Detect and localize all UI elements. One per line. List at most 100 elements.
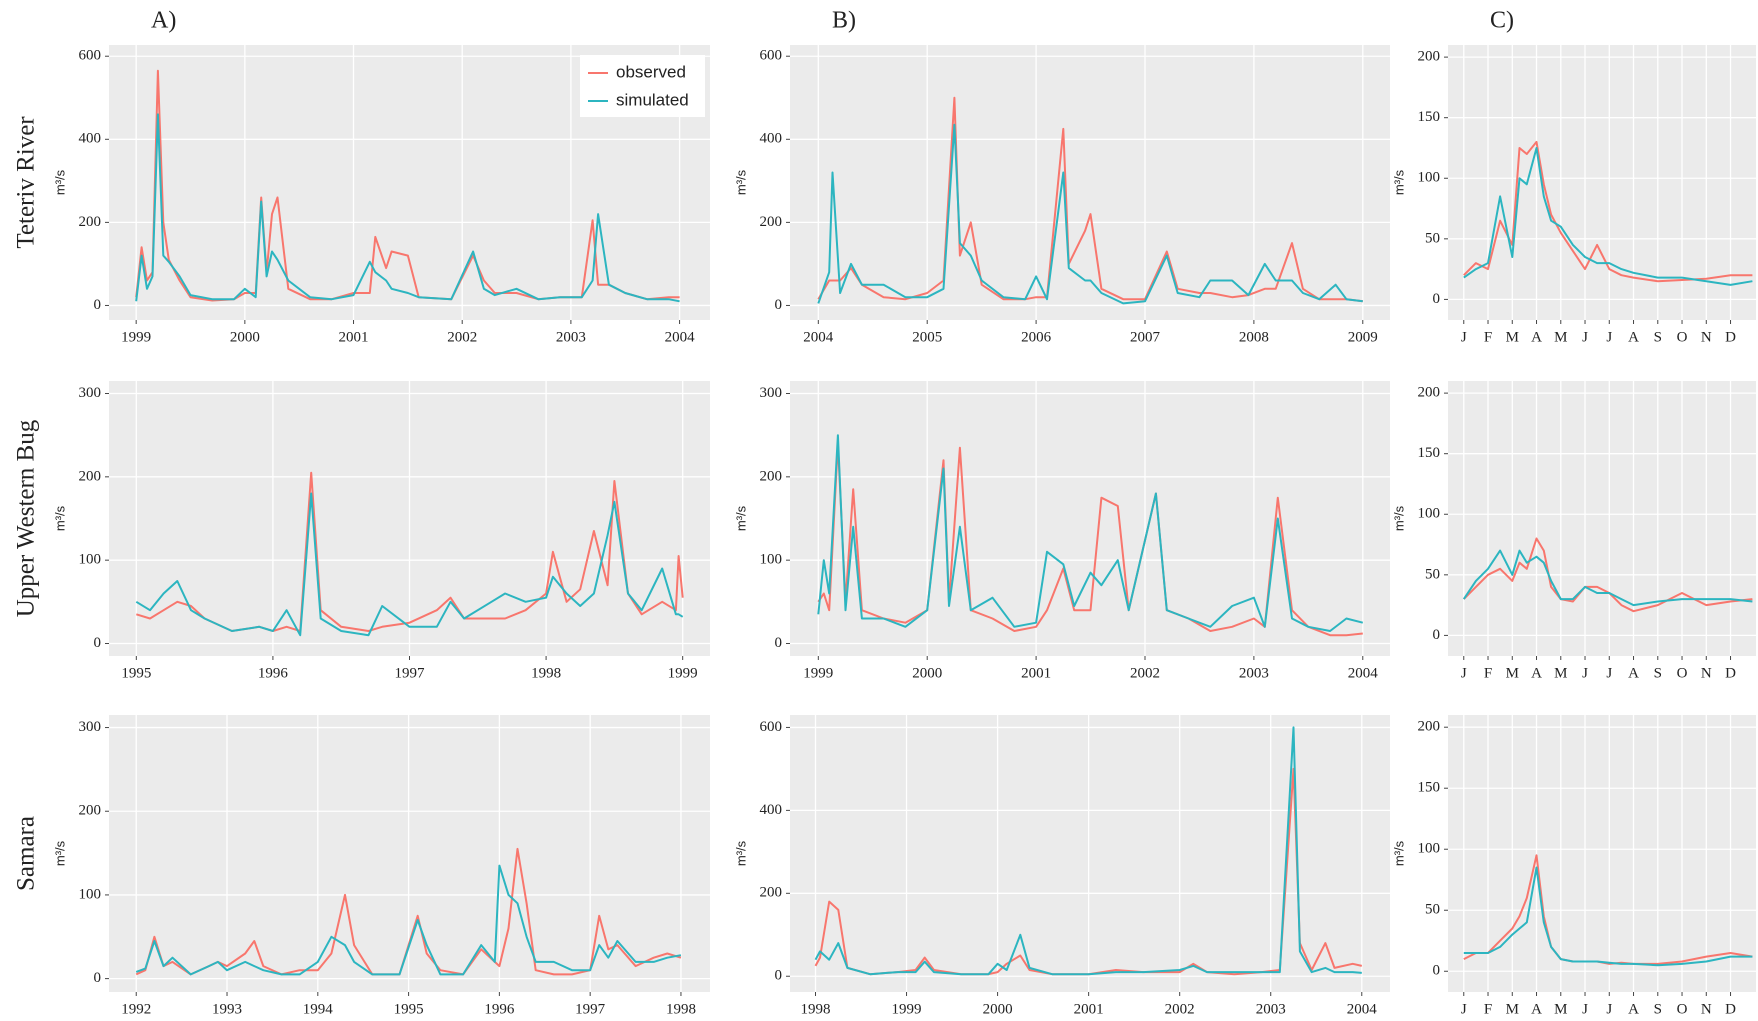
x-tick-label: N [1701, 665, 1712, 681]
row-label: Samara [13, 816, 40, 891]
x-tick-label: 1999 [121, 329, 151, 345]
y-tick-label: 300 [760, 385, 783, 401]
series-group [135, 69, 680, 303]
x-tick-label: 2002 [1130, 665, 1160, 681]
y-tick-label: 100 [1418, 170, 1441, 186]
series-line [817, 123, 1363, 305]
x-tick-label: O [1677, 1001, 1688, 1017]
series-line [817, 434, 1364, 632]
x-tick-label: 2000 [983, 1001, 1013, 1017]
panel-title: B) [832, 8, 856, 34]
x-tick-label: 1998 [666, 1001, 696, 1017]
x-tick-label: 1995 [394, 1001, 424, 1017]
y-tick-label: 50 [1425, 902, 1440, 918]
x-tick-label: J [1606, 329, 1612, 345]
x-tick-label: 1993 [212, 1001, 242, 1017]
x-tick-label: J [1461, 665, 1467, 681]
series-group [1463, 854, 1753, 967]
x-tick-label: J [1606, 1001, 1612, 1017]
series-line [1463, 140, 1753, 283]
y-axis-label: m³/s [1391, 505, 1406, 531]
x-tick-label: 1996 [484, 1001, 515, 1017]
x-tick-label: 2000 [230, 329, 260, 345]
series-line [135, 69, 680, 302]
x-tick-label: J [1582, 665, 1588, 681]
y-tick-label: 200 [1418, 719, 1441, 735]
y-tick-label: 0 [94, 970, 102, 986]
x-tick-label: 1999 [892, 1001, 922, 1017]
series-line [1462, 549, 1753, 607]
y-tick-label: 100 [79, 552, 102, 568]
x-tick-label: M [1554, 329, 1567, 345]
x-tick-label: 2009 [1348, 329, 1378, 345]
y-axis-label: m³/s [733, 840, 748, 866]
x-tick-label: 2003 [1256, 1001, 1286, 1017]
y-tick-label: 0 [775, 968, 783, 984]
y-tick-label: 0 [1433, 291, 1441, 307]
x-tick-label: 2004 [665, 329, 696, 345]
y-tick-label: 400 [79, 131, 102, 147]
x-tick-label: A [1531, 329, 1542, 345]
x-tick-label: A [1531, 665, 1542, 681]
y-axis-label: m³/s [1391, 169, 1406, 195]
y-tick-label: 100 [1418, 841, 1441, 857]
x-tick-label: A [1628, 665, 1639, 681]
y-tick-label: 400 [760, 131, 783, 147]
y-tick-label: 200 [760, 885, 783, 901]
x-tick-label: 2004 [803, 329, 834, 345]
x-tick-label: F [1484, 1001, 1492, 1017]
series-group [135, 471, 684, 637]
plot-background [790, 715, 1390, 992]
y-tick-label: 150 [1418, 445, 1441, 461]
x-tick-label: 2003 [556, 329, 586, 345]
x-tick-label: M [1506, 329, 1519, 345]
x-tick-label: 1996 [258, 665, 289, 681]
series-group [135, 847, 682, 976]
y-tick-label: 100 [760, 552, 783, 568]
x-tick-label: 1999 [668, 665, 698, 681]
x-tick-label: 2006 [1021, 329, 1052, 345]
y-tick-label: 50 [1425, 230, 1440, 246]
plot-background [1448, 45, 1756, 320]
x-tick-label: 2001 [1074, 1001, 1104, 1017]
y-tick-label: 600 [760, 719, 783, 735]
x-tick-label: 1998 [800, 1001, 830, 1017]
x-tick-label: O [1677, 329, 1688, 345]
y-tick-label: 400 [760, 802, 783, 818]
x-tick-label: M [1554, 665, 1567, 681]
y-tick-label: 0 [775, 635, 783, 651]
plot-background [1448, 381, 1756, 656]
y-tick-label: 200 [760, 468, 783, 484]
y-tick-label: 200 [1418, 49, 1441, 65]
series-group [817, 434, 1364, 637]
x-tick-label: J [1606, 665, 1612, 681]
x-tick-label: N [1701, 1001, 1712, 1017]
x-tick-label: A [1628, 329, 1639, 345]
panel-title: A) [151, 8, 176, 34]
x-tick-label: M [1506, 1001, 1519, 1017]
x-tick-label: S [1654, 665, 1662, 681]
y-axis-label: m³/s [733, 505, 748, 531]
x-tick-label: 1995 [121, 665, 151, 681]
panel-title: C) [1490, 8, 1514, 34]
y-tick-label: 600 [79, 48, 102, 64]
legend-box [580, 55, 705, 117]
x-tick-label: A [1531, 1001, 1542, 1017]
x-tick-label: 2003 [1239, 665, 1269, 681]
x-tick-label: O [1677, 665, 1688, 681]
x-tick-label: F [1484, 665, 1492, 681]
x-tick-label: J [1461, 1001, 1467, 1017]
plot-background [1448, 715, 1756, 992]
y-tick-label: 200 [760, 214, 783, 230]
x-tick-label: M [1506, 665, 1519, 681]
y-tick-label: 150 [1418, 109, 1441, 125]
series-line [135, 492, 684, 637]
series-line [135, 113, 680, 303]
y-tick-label: 0 [1433, 963, 1441, 979]
x-tick-label: 1994 [303, 1001, 334, 1017]
y-tick-label: 50 [1425, 566, 1440, 582]
y-axis-label: m³/s [733, 169, 748, 195]
y-axis-label: m³/s [1391, 840, 1406, 866]
x-tick-label: 1999 [803, 665, 833, 681]
x-tick-label: J [1582, 1001, 1588, 1017]
